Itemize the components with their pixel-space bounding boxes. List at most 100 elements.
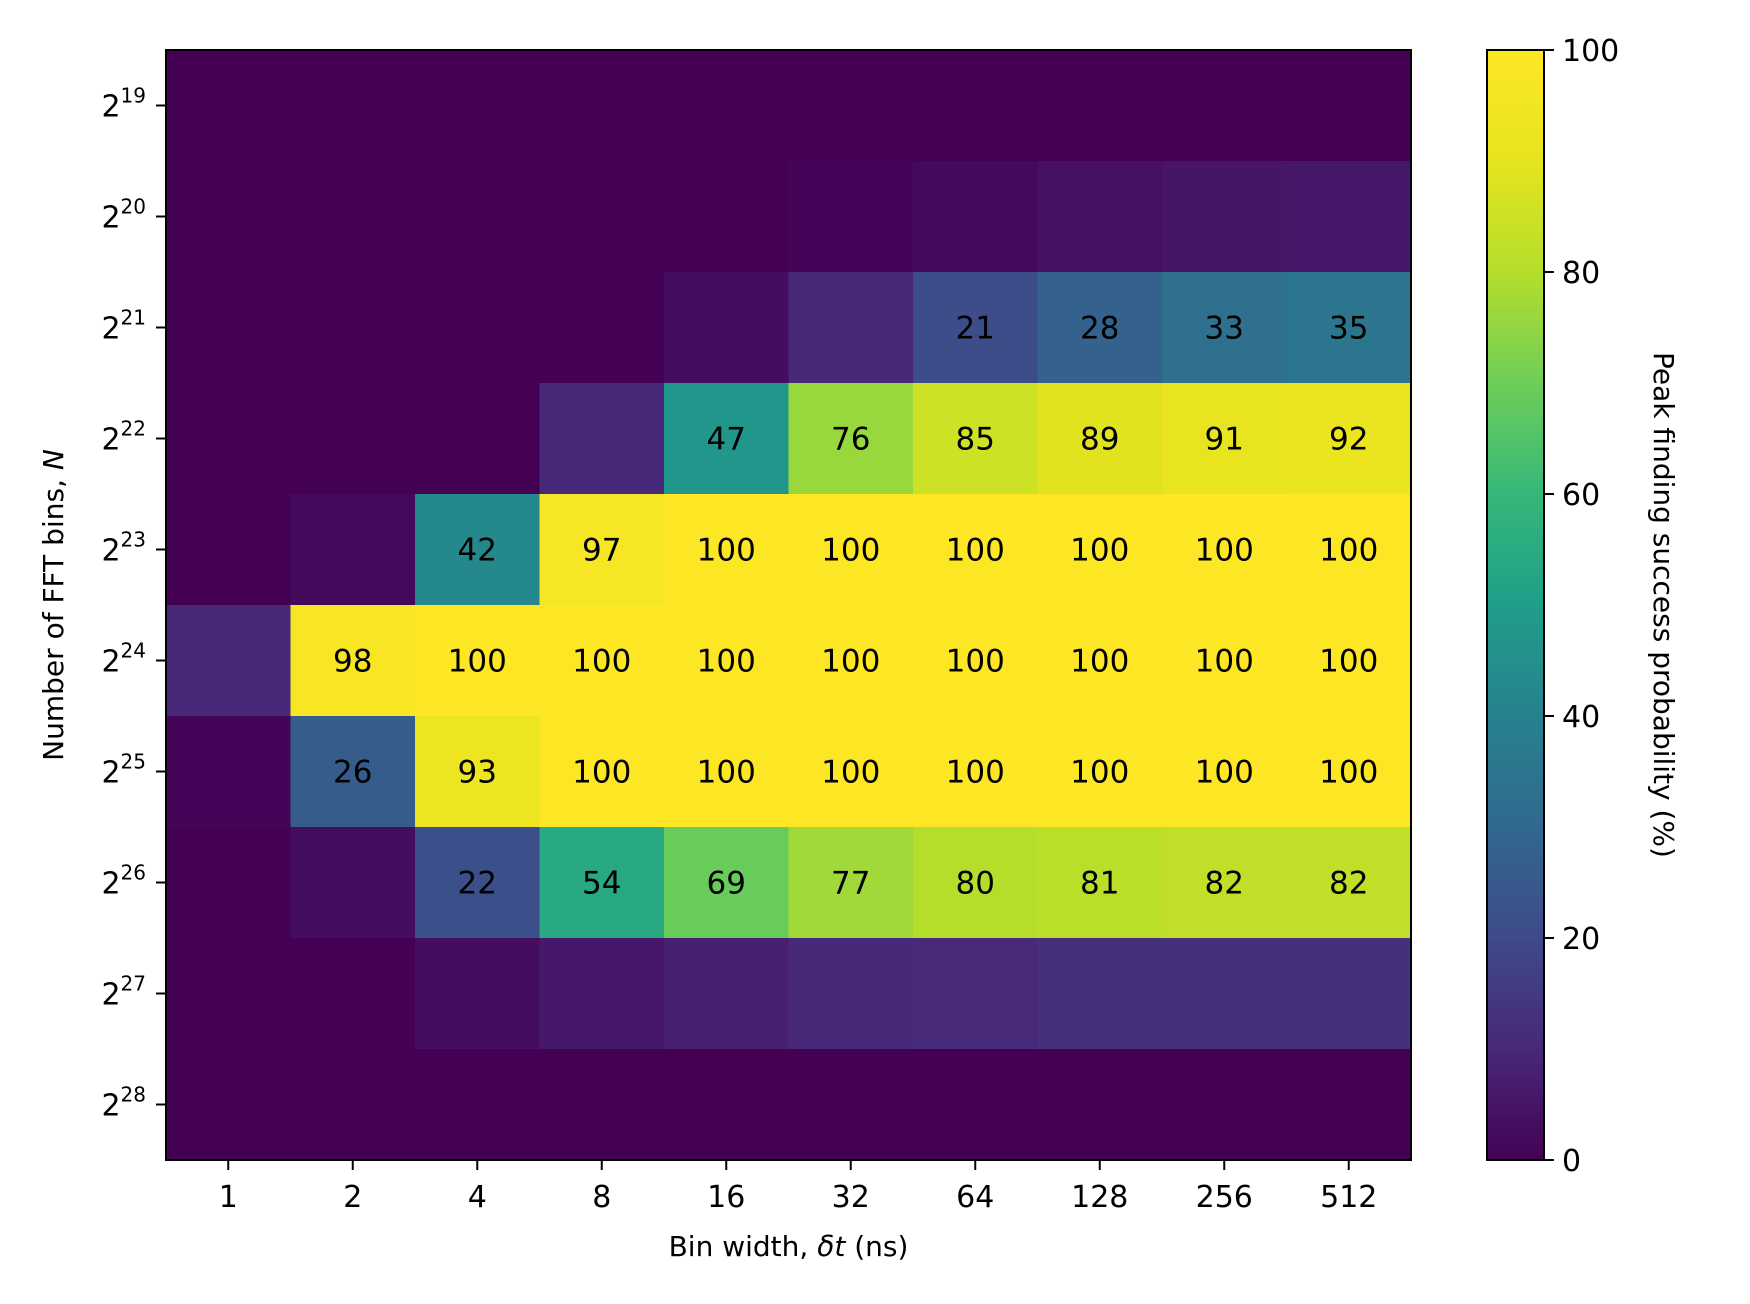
cell-value-label: 33	[1205, 311, 1244, 347]
heatmap-cell	[539, 938, 665, 1050]
colorbar-label: Peak finding success probability (%)	[1647, 352, 1680, 858]
heatmap-cell	[1286, 272, 1412, 384]
cell-value-label: 82	[1205, 866, 1244, 902]
heatmap-cell	[788, 494, 914, 606]
y-tick-label: 228	[101, 1083, 146, 1124]
heatmap-cell	[913, 716, 1039, 828]
cell-value-label: 100	[572, 755, 631, 791]
heatmap-cell	[290, 716, 416, 828]
cell-value-label: 42	[458, 533, 497, 569]
cell-value-label: 92	[1329, 422, 1368, 458]
x-tick-label: 16	[707, 1180, 745, 1215]
colorbar-tick-label: 40	[1562, 700, 1600, 735]
colorbar-tick-label: 80	[1562, 256, 1600, 291]
heatmap-cell	[1037, 1049, 1163, 1161]
cell-value-label: 100	[946, 755, 1005, 791]
heatmap-cell	[788, 1049, 914, 1161]
heatmap-cell	[913, 383, 1039, 495]
heatmap-cell	[1286, 827, 1412, 939]
heatmap-cell	[415, 1049, 541, 1161]
heatmap-cell	[913, 1049, 1039, 1161]
heatmap-cell	[415, 383, 541, 495]
heatmap-cell	[913, 938, 1039, 1050]
y-tick-label: 226	[101, 861, 146, 902]
x-tick-label: 32	[832, 1180, 870, 1215]
cell-value-label: 100	[1070, 644, 1129, 680]
heatmap-cell	[1162, 1049, 1288, 1161]
colorbar-tick-label: 20	[1562, 922, 1600, 957]
heatmap-cell	[539, 161, 665, 273]
heatmap-cell	[166, 716, 292, 828]
colorbar-tick-label: 100	[1562, 34, 1619, 69]
y-axis-label: Number of FFT bins, N	[37, 449, 70, 761]
heatmap-cell	[788, 605, 914, 717]
heatmap-cell	[913, 494, 1039, 606]
heatmap-cell	[1162, 938, 1288, 1050]
heatmap-cell	[1037, 50, 1163, 162]
heatmap-cell	[664, 383, 790, 495]
cell-value-label: 100	[1319, 644, 1378, 680]
heatmap-cell	[1162, 383, 1288, 495]
heatmap-cell	[290, 272, 416, 384]
cell-value-label: 77	[831, 866, 870, 902]
heatmap-cell	[1286, 605, 1412, 717]
y-tick-label: 223	[101, 528, 146, 569]
cell-value-label: 89	[1080, 422, 1119, 458]
cell-value-label: 97	[582, 533, 621, 569]
heatmap-cell	[415, 938, 541, 1050]
heatmap-cell	[1286, 383, 1412, 495]
colorbar-tick-label: 0	[1562, 1144, 1581, 1179]
cell-value-label: 100	[1319, 755, 1378, 791]
cell-value-label: 35	[1329, 311, 1368, 347]
heatmap-cell	[166, 605, 292, 717]
heatmap-cell	[1162, 272, 1288, 384]
heatmap-cell	[664, 272, 790, 384]
heatmap-cell	[788, 272, 914, 384]
heatmap-cell	[1162, 605, 1288, 717]
heatmap-cell	[1037, 716, 1163, 828]
heatmap-cell	[290, 494, 416, 606]
heatmap-cell	[539, 272, 665, 384]
cell-value-label: 47	[707, 422, 746, 458]
colorbar	[1486, 49, 1545, 1161]
heatmap-cell	[166, 383, 292, 495]
cell-value-label: 100	[1195, 755, 1254, 791]
cell-value-label: 100	[697, 644, 756, 680]
heatmap-cell	[664, 1049, 790, 1161]
cell-value-label: 100	[821, 533, 880, 569]
heatmap-cell	[1037, 383, 1163, 495]
heatmap-cell	[1286, 938, 1412, 1050]
heatmap-cell	[1037, 938, 1163, 1050]
heatmap-cell	[1037, 605, 1163, 717]
heatmap-cell	[166, 827, 292, 939]
heatmap-cell	[788, 716, 914, 828]
heatmap-cell	[290, 938, 416, 1050]
cell-value-label: 54	[582, 866, 621, 902]
cell-labels: 21 28 33 35 47 76 85 89 91 92 42 97 100 100 100 100 100 1…	[333, 311, 1378, 902]
x-tick-label: 4	[468, 1180, 487, 1215]
x-tick-label: 512	[1320, 1180, 1377, 1215]
cell-value-label: 82	[1329, 866, 1368, 902]
cell-value-label: 21	[956, 311, 995, 347]
cell-value-label: 93	[458, 755, 497, 791]
heatmap-cell	[664, 716, 790, 828]
cell-value-label: 100	[697, 533, 756, 569]
heatmap-cell	[788, 938, 914, 1050]
cell-value-label: 76	[831, 422, 870, 458]
heatmap-cell	[913, 50, 1039, 162]
x-tick-label: 64	[956, 1180, 994, 1215]
cell-value-label: 80	[956, 866, 995, 902]
heatmap-cell	[415, 827, 541, 939]
x-tick-label: 256	[1196, 1180, 1253, 1215]
y-tick-label: 222	[101, 417, 146, 458]
heatmap-cell	[166, 494, 292, 606]
heatmap-cell	[664, 938, 790, 1050]
heatmap-cell	[1286, 1049, 1412, 1161]
cell-value-label: 22	[458, 866, 497, 902]
cell-value-label: 100	[448, 644, 507, 680]
x-tick-label: 1	[219, 1180, 238, 1215]
heatmap-cell	[1162, 50, 1288, 162]
heatmap-cell	[788, 827, 914, 939]
x-axis-label: Bin width, δt (ns)	[669, 1230, 909, 1263]
